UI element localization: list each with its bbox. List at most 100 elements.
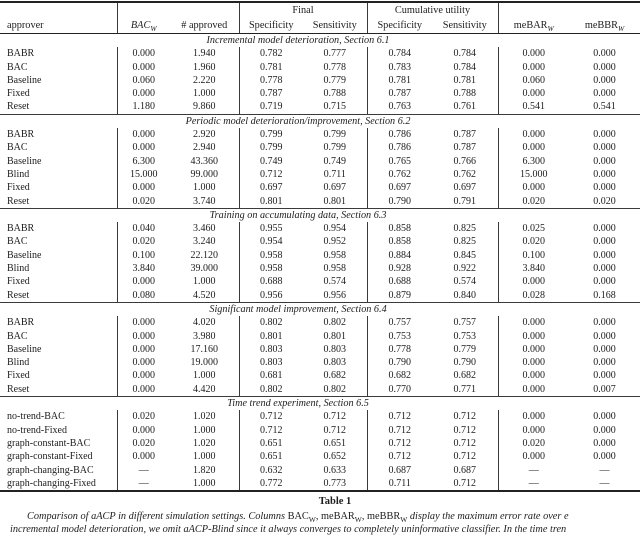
approver-cell: BAC: [7, 142, 28, 154]
approver-cell: no-trend-BAC: [7, 411, 65, 423]
value-cell: 15.000: [497, 167, 570, 182]
value-cell: 0.632: [238, 463, 303, 477]
caption-text-part: Comparison of aACP in different simulati…: [27, 511, 288, 523]
value-cell: 0.000: [116, 369, 170, 383]
value-cell: 0.757: [366, 316, 433, 330]
value-cell: 43.360: [190, 155, 219, 167]
value-cell: 0.884: [366, 248, 433, 263]
value-cell: 0.781: [366, 73, 433, 88]
table-body: Incremental model deterioration, Section…: [0, 34, 640, 492]
value-cell: 0.688: [238, 275, 303, 289]
value-cell: 3.460: [193, 223, 216, 235]
value-cell: 99.000: [190, 168, 219, 180]
value-cell: 0.681: [238, 369, 303, 383]
value-cell: 0.000: [593, 182, 616, 194]
col-header-approver: approver: [0, 18, 117, 34]
value-cell: 0.651: [323, 437, 347, 449]
section-title: Periodic model deterioration/improvement…: [0, 113, 640, 129]
value-cell: 0.652: [323, 451, 347, 463]
value-cell: 0.783: [366, 60, 433, 74]
value-cell: 4.520: [193, 289, 216, 301]
table-row: BABR 0.000 2.920 0.799 0.799 0.786 0.787 0.000 0…: [0, 128, 640, 142]
value-cell: 0.799: [238, 141, 303, 155]
approver-cell: no-trend-Fixed: [7, 424, 67, 436]
value-cell: 0.000: [593, 74, 616, 86]
value-cell: 0.020: [497, 436, 570, 451]
value-cell: 0.020: [116, 194, 170, 209]
value-cell: 0.773: [323, 477, 347, 489]
value-cell: 0.712: [238, 423, 303, 437]
value-cell: 0.000: [497, 316, 570, 330]
value-cell: 6.300: [116, 154, 170, 168]
caption-line-2: incremental model deterioration, we omit…: [10, 524, 567, 536]
value-cell: 0.712: [453, 424, 477, 436]
section-title-row: Incremental model deterioration, Section…: [0, 34, 640, 48]
value-cell: 0.687: [366, 463, 433, 477]
value-cell: 0.688: [366, 275, 433, 289]
col-header-cumulative-sensitivity: Sensitivity: [432, 18, 499, 34]
value-cell: 0.651: [238, 450, 303, 464]
value-cell: 0.020: [593, 195, 616, 207]
value-cell: 2.220: [193, 74, 216, 86]
table-row: Baseline 0.100 22.120 0.958 0.958 0.884 0.845 0…: [0, 248, 640, 263]
section-title-row: Training on accumulating data, Section 6…: [0, 207, 640, 223]
value-cell: 17.160: [190, 343, 219, 355]
value-cell: 0.000: [497, 450, 570, 464]
table-row: Reset 1.180 9.860 0.719 0.715 0.763 0.761 0.541…: [0, 100, 640, 115]
value-cell: 0.000: [116, 342, 170, 357]
value-cell: 1.820: [193, 464, 216, 476]
cumulative-group-header: Cumulative utility: [366, 2, 499, 18]
value-cell: 0.007: [593, 383, 616, 395]
table-row: Blind 0.000 19.000 0.803 0.803 0.790 0.790 0.00…: [0, 356, 640, 370]
value-cell: 1.000: [193, 276, 216, 288]
value-cell: 3.980: [193, 330, 216, 342]
section-title-row: Time trend experiment, Section 6.5: [0, 396, 640, 411]
value-cell: 0.000: [593, 317, 616, 329]
value-cell: 0.770: [366, 382, 433, 397]
value-cell: —: [116, 463, 170, 477]
value-cell: 0.000: [593, 168, 616, 180]
approver-cell: Fixed: [7, 370, 30, 382]
value-cell: 0.000: [497, 275, 570, 289]
value-cell: 0.712: [238, 167, 303, 182]
section-title: Training on accumulating data, Section 6…: [0, 207, 640, 223]
value-cell: 0.778: [238, 73, 303, 88]
value-cell: 0.803: [238, 342, 303, 357]
value-cell: 4.420: [193, 383, 216, 395]
approver-cell: BABR: [7, 223, 35, 235]
table-row: graph-constant-BAC 0.020 1.020 0.651 0.651 0.…: [0, 436, 640, 451]
value-cell: 0.786: [366, 128, 433, 142]
value-cell: 0.000: [116, 356, 170, 370]
value-cell: 0.791: [453, 195, 477, 207]
value-cell: 19.000: [190, 357, 219, 369]
value-cell: 1.000: [193, 424, 216, 436]
table-row: BABR 0.040 3.460 0.955 0.954 0.858 0.825 0.025 0…: [0, 222, 640, 236]
value-cell: 0.784: [453, 48, 477, 60]
value-cell: 0.060: [116, 73, 170, 88]
table-row: Fixed 0.000 1.000 0.681 0.682 0.682 0.682 0.000…: [0, 369, 640, 383]
spacer-cell: [0, 2, 117, 18]
approver-cell: Reset: [7, 289, 30, 301]
value-cell: 0.715: [323, 101, 347, 113]
value-cell: 0.000: [593, 223, 616, 235]
value-cell: 0.651: [238, 436, 303, 451]
value-cell: 0.956: [238, 288, 303, 303]
value-cell: 0.802: [323, 317, 347, 329]
bacw-label: BAC: [130, 20, 151, 31]
approver-cell: Reset: [7, 383, 30, 395]
value-cell: 22.120: [190, 249, 219, 261]
value-cell: 0.825: [453, 223, 477, 235]
value-cell: 0.753: [366, 329, 433, 343]
table-row: Fixed 0.000 1.000 0.697 0.697 0.697 0.697 0.000…: [0, 181, 640, 195]
value-cell: 0.958: [323, 263, 347, 275]
value-cell: 0.778: [323, 61, 347, 73]
table-row: Baseline 0.060 2.220 0.778 0.779 0.781 0.781 0.…: [0, 73, 640, 88]
value-cell: 0.541: [497, 100, 570, 115]
value-cell: 0.719: [238, 100, 303, 115]
value-cell: 0.958: [323, 249, 347, 261]
approver-cell: BAC: [7, 236, 28, 248]
value-cell: 0.000: [593, 129, 616, 141]
approver-cell: Blind: [7, 168, 30, 180]
value-cell: 1.180: [116, 100, 170, 115]
caption-text-part: meBAR: [321, 511, 355, 523]
